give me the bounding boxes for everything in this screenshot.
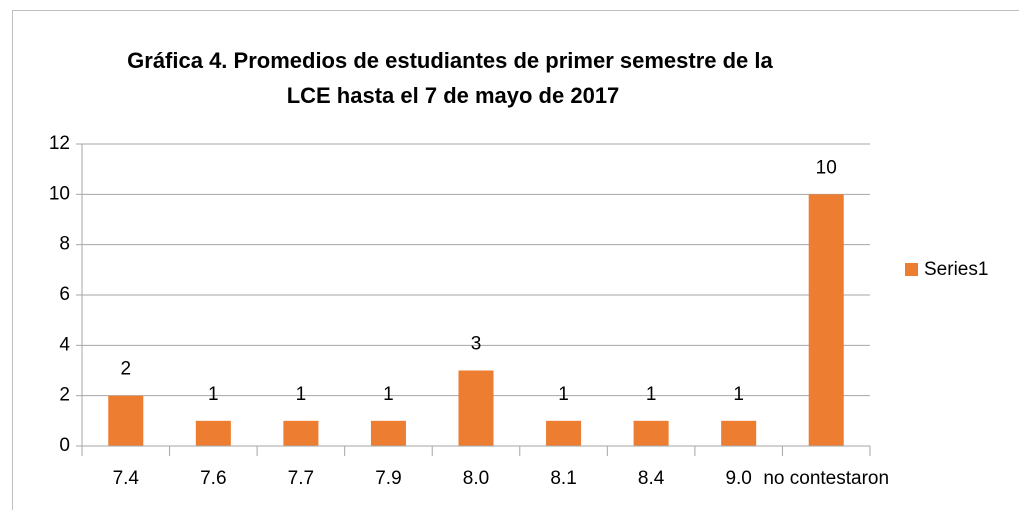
data-label: 1: [296, 384, 307, 405]
data-label: 1: [383, 384, 394, 405]
x-tick-label: 7.9: [375, 468, 401, 489]
x-tick-label: 8.4: [638, 468, 665, 489]
bar: [108, 395, 144, 446]
bar: [721, 420, 757, 446]
x-tick-label: 7.6: [200, 468, 226, 489]
y-tick-label: 0: [59, 435, 70, 456]
bar: [458, 370, 494, 446]
bar: [808, 194, 844, 446]
chart-title: Gráfica 4. Promedios de estudiantes de p…: [127, 48, 779, 108]
y-tick-label: 2: [59, 385, 70, 406]
data-label: 2: [120, 359, 131, 380]
y-tick-label: 12: [49, 133, 70, 154]
bar: [195, 420, 231, 446]
legend-swatch: [905, 263, 918, 276]
chart-border: [12, 10, 1019, 510]
y-tick-label: 4: [59, 334, 70, 355]
bar: [370, 420, 406, 446]
data-label: 10: [816, 157, 837, 178]
data-label: 1: [646, 384, 657, 405]
x-tick-label: 7.4: [113, 468, 140, 489]
y-tick-label: 8: [59, 234, 70, 255]
x-tick-label: 8.0: [463, 468, 489, 489]
bar: [283, 420, 319, 446]
x-tick-label: no contestaron: [763, 468, 889, 489]
bar: [546, 420, 582, 446]
x-tick-label: 9.0: [725, 468, 751, 489]
data-label: 1: [558, 384, 569, 405]
data-label: 1: [208, 384, 219, 405]
legend-label: Series1: [924, 259, 988, 280]
y-tick-label: 10: [49, 183, 70, 204]
y-tick-label: 6: [59, 284, 70, 305]
data-label: 1: [733, 384, 744, 405]
x-tick-label: 8.1: [550, 468, 576, 489]
bar: [633, 420, 669, 446]
x-tick-label: 7.7: [288, 468, 314, 489]
data-label: 3: [471, 334, 482, 355]
